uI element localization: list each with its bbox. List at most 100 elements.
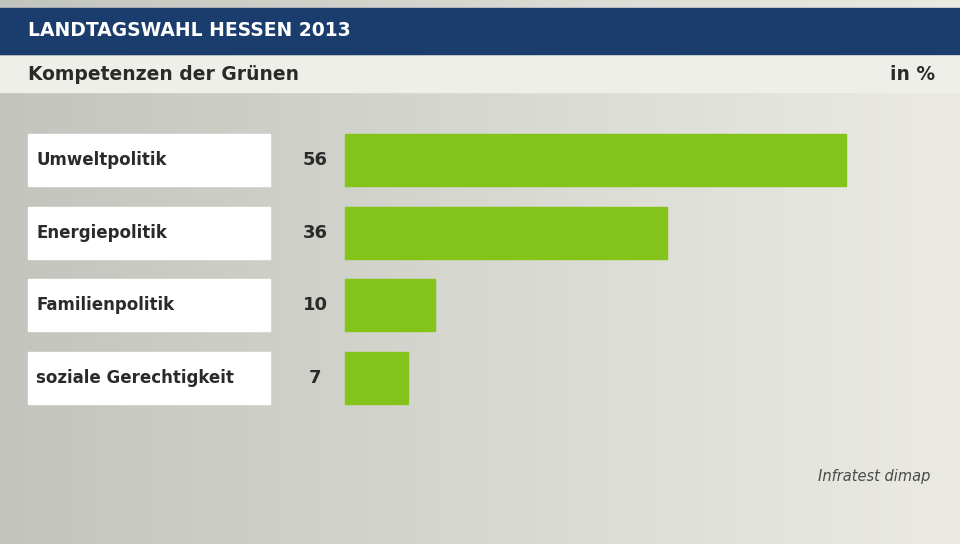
Bar	[250, 0, 254, 544]
Bar	[312, 0, 317, 544]
Bar	[144, 0, 149, 544]
Bar	[542, 0, 547, 544]
Bar	[28, 134, 270, 187]
Bar	[850, 0, 854, 544]
Bar	[0, 8, 960, 54]
Bar	[345, 279, 435, 331]
Bar	[610, 0, 614, 544]
Bar	[437, 0, 442, 544]
Bar	[182, 0, 187, 544]
Bar	[893, 0, 898, 544]
Bar	[62, 0, 67, 544]
Bar	[466, 0, 470, 544]
Bar	[744, 0, 749, 544]
Bar	[701, 0, 706, 544]
Bar	[451, 0, 456, 544]
Bar	[946, 0, 950, 544]
Bar	[480, 0, 485, 544]
Bar	[331, 0, 336, 544]
Bar	[509, 0, 514, 544]
Bar	[739, 0, 744, 544]
Bar	[730, 0, 734, 544]
Bar	[341, 0, 346, 544]
Bar	[53, 0, 58, 544]
Bar	[682, 0, 686, 544]
Bar	[922, 0, 926, 544]
Bar	[456, 0, 461, 544]
Text: Infratest dimap: Infratest dimap	[818, 468, 930, 484]
Bar	[643, 0, 648, 544]
Bar	[787, 0, 792, 544]
Bar	[202, 0, 206, 544]
Bar	[600, 0, 605, 544]
Bar	[245, 0, 250, 544]
Bar	[883, 0, 888, 544]
Bar	[811, 0, 816, 544]
Bar	[14, 0, 19, 544]
Bar	[936, 0, 941, 544]
Bar	[442, 0, 446, 544]
Bar	[566, 0, 571, 544]
Bar	[778, 0, 782, 544]
Bar	[72, 0, 77, 544]
Bar	[418, 0, 422, 544]
Bar	[552, 0, 557, 544]
Bar	[374, 0, 379, 544]
Bar	[614, 0, 619, 544]
Bar	[782, 0, 787, 544]
Bar	[283, 0, 288, 544]
Bar	[595, 0, 600, 544]
Bar	[725, 0, 730, 544]
Bar	[101, 0, 106, 544]
Bar	[638, 0, 643, 544]
Bar	[173, 0, 178, 544]
Bar	[504, 0, 509, 544]
Bar	[586, 0, 590, 544]
Bar	[317, 0, 322, 544]
Text: 56: 56	[302, 151, 327, 169]
Bar	[470, 0, 475, 544]
Bar	[0, 56, 960, 92]
Bar	[902, 0, 907, 544]
Bar	[422, 0, 427, 544]
Bar	[576, 0, 581, 544]
Bar	[754, 0, 758, 544]
Bar	[696, 0, 701, 544]
Bar	[931, 0, 936, 544]
Bar	[926, 0, 931, 544]
Bar	[28, 207, 270, 259]
Bar	[835, 0, 840, 544]
Bar	[86, 0, 91, 544]
Bar	[355, 0, 360, 544]
Bar	[264, 0, 269, 544]
Bar	[120, 0, 125, 544]
Bar	[869, 0, 874, 544]
Bar	[427, 0, 432, 544]
Bar	[888, 0, 893, 544]
Bar	[830, 0, 835, 544]
Bar	[43, 0, 48, 544]
Bar	[859, 0, 864, 544]
Bar	[475, 0, 480, 544]
Bar	[187, 0, 192, 544]
Bar	[864, 0, 869, 544]
Bar	[163, 0, 168, 544]
Bar	[826, 0, 830, 544]
Bar	[898, 0, 902, 544]
Bar	[955, 0, 960, 544]
Bar	[28, 351, 270, 404]
Bar	[394, 0, 398, 544]
Bar	[226, 0, 230, 544]
Bar	[792, 0, 797, 544]
Bar	[648, 0, 653, 544]
Bar	[710, 0, 715, 544]
Bar	[235, 0, 240, 544]
Bar	[345, 207, 667, 259]
Bar	[518, 0, 523, 544]
Bar	[446, 0, 451, 544]
Bar	[384, 0, 389, 544]
Bar	[322, 0, 326, 544]
Bar	[763, 0, 768, 544]
Bar	[48, 0, 53, 544]
Bar	[581, 0, 586, 544]
